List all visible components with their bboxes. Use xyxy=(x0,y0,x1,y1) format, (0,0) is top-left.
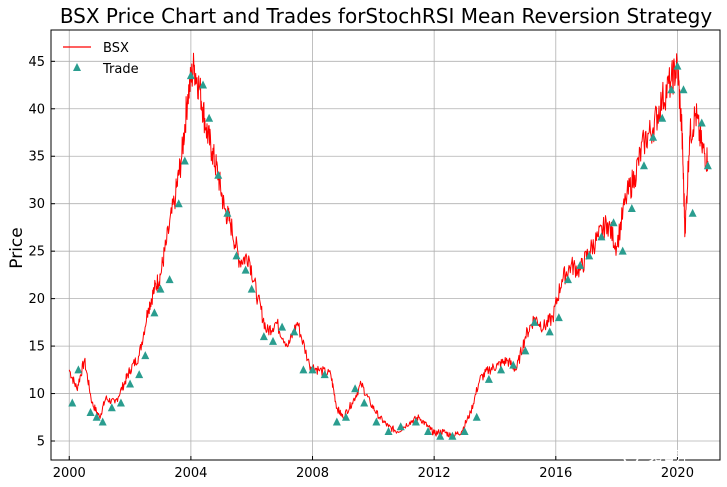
trade-marker xyxy=(509,360,518,369)
watermark-text: 宽客邦 xyxy=(648,447,690,464)
trade-marker xyxy=(460,427,469,436)
gridlines xyxy=(51,30,720,460)
trade-marker xyxy=(554,313,563,322)
trade-marker xyxy=(341,412,350,421)
trade-marker xyxy=(68,398,77,407)
trade-series xyxy=(68,61,712,440)
x-tick-label: 2020 xyxy=(661,466,694,481)
trade-marker xyxy=(673,61,682,70)
trade-marker xyxy=(278,322,287,331)
trade-marker xyxy=(448,431,457,440)
trade-marker xyxy=(135,370,144,379)
trade-marker xyxy=(199,80,208,89)
trade-marker xyxy=(165,275,174,284)
trade-marker xyxy=(299,365,308,374)
y-tick-label: 40 xyxy=(28,102,45,117)
trade-marker xyxy=(290,327,299,336)
trade-marker xyxy=(639,161,648,170)
trade-marker xyxy=(384,427,393,436)
trade-marker xyxy=(92,412,101,421)
trade-marker xyxy=(521,346,530,355)
trade-marker xyxy=(351,384,360,393)
legend: BSX Trade xyxy=(63,41,139,77)
trade-marker xyxy=(232,251,241,260)
y-tick-label: 25 xyxy=(28,245,45,260)
trade-marker xyxy=(497,365,506,374)
x-tick-label: 2004 xyxy=(174,466,207,481)
trade-marker xyxy=(247,284,256,293)
legend-label-trade: Trade xyxy=(102,62,139,77)
y-tick-label: 5 xyxy=(37,435,45,450)
trade-marker xyxy=(472,412,481,421)
trade-marker xyxy=(411,417,420,426)
y-axis: 5 10 15 20 25 30 35 40 45 xyxy=(28,55,55,450)
price-line xyxy=(68,52,709,440)
y-axis-label: Price xyxy=(7,227,27,268)
trade-marker xyxy=(320,370,329,379)
trade-marker xyxy=(609,218,618,227)
trade-marker xyxy=(259,332,268,341)
trade-marker xyxy=(576,260,585,269)
trade-marker xyxy=(703,161,712,170)
x-tick-label: 2016 xyxy=(539,466,572,481)
x-tick-label: 2000 xyxy=(53,466,86,481)
trade-marker xyxy=(332,417,341,426)
legend-triangle-swatch xyxy=(73,63,81,71)
trade-marker xyxy=(74,365,83,374)
x-tick-label: 2008 xyxy=(296,466,329,481)
y-tick-label: 30 xyxy=(28,197,45,212)
x-tick-label: 2012 xyxy=(418,466,451,481)
trade-marker xyxy=(308,365,317,374)
trade-marker xyxy=(372,417,381,426)
watermark: 宽客邦 xyxy=(622,446,690,464)
trade-marker xyxy=(597,232,606,241)
trade-marker xyxy=(223,208,232,217)
trade-marker xyxy=(484,374,493,383)
y-tick-label: 10 xyxy=(28,387,45,402)
trade-marker xyxy=(98,417,107,426)
trade-marker xyxy=(186,71,195,80)
trade-marker xyxy=(268,336,277,345)
trade-marker xyxy=(667,85,676,94)
trade-marker xyxy=(658,113,667,122)
y-tick-label: 35 xyxy=(28,150,45,165)
y-tick-label: 20 xyxy=(28,292,45,307)
trade-marker xyxy=(618,246,627,255)
trade-marker xyxy=(649,132,658,141)
trade-marker xyxy=(424,427,433,436)
chat-bubble-icon xyxy=(622,446,640,464)
trade-marker xyxy=(86,408,95,417)
trade-marker xyxy=(360,398,369,407)
trade-marker xyxy=(126,379,135,388)
trade-marker xyxy=(530,317,539,326)
trade-marker xyxy=(585,251,594,260)
trade-marker xyxy=(150,308,159,317)
trade-marker xyxy=(688,208,697,217)
x-axis: 2000 2004 2008 2012 2016 2020 xyxy=(53,456,694,481)
trade-marker xyxy=(214,170,223,179)
trade-marker xyxy=(141,351,150,360)
price-series xyxy=(68,52,709,440)
trade-marker xyxy=(545,327,554,336)
trade-marker xyxy=(107,403,116,412)
trade-marker xyxy=(174,199,183,208)
trade-marker xyxy=(697,118,706,127)
trade-marker xyxy=(563,275,572,284)
plot-frame xyxy=(50,29,721,461)
legend-label-bsx: BSX xyxy=(103,41,129,56)
trade-marker xyxy=(180,156,189,165)
chart-title: BSX Price Chart and Trades forStochRSI M… xyxy=(60,4,713,28)
y-tick-label: 45 xyxy=(28,55,45,70)
trade-marker xyxy=(679,85,688,94)
trade-marker xyxy=(627,203,636,212)
trade-marker xyxy=(241,265,250,274)
trade-marker xyxy=(116,398,125,407)
trade-marker xyxy=(436,431,445,440)
trade-marker xyxy=(156,284,165,293)
trade-marker xyxy=(205,113,214,122)
y-tick-label: 15 xyxy=(28,340,45,355)
trade-marker xyxy=(396,422,405,431)
